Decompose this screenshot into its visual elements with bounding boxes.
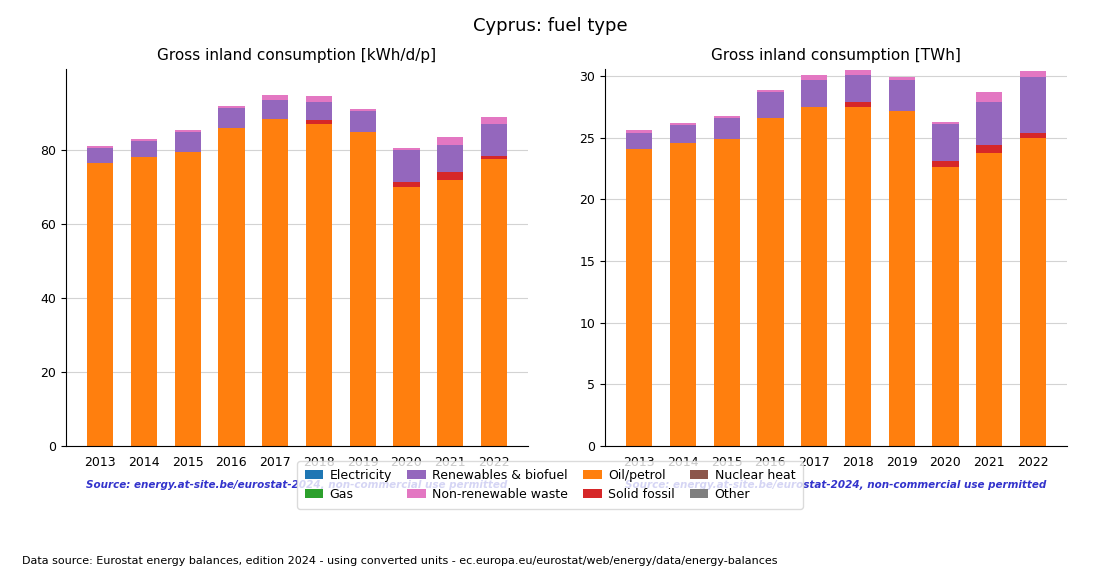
Bar	[933, 168, 958, 446]
Bar	[670, 125, 696, 142]
Bar	[801, 75, 827, 80]
Bar	[1020, 71, 1046, 77]
Bar	[845, 102, 871, 107]
Bar	[175, 152, 200, 446]
Bar	[437, 180, 463, 446]
Bar	[175, 132, 200, 152]
Bar	[757, 92, 783, 118]
Bar	[262, 94, 288, 100]
Text: Cyprus: fuel type: Cyprus: fuel type	[473, 17, 627, 35]
Bar	[1020, 133, 1046, 138]
Bar	[670, 142, 696, 446]
Bar	[218, 106, 244, 108]
Bar	[626, 149, 652, 446]
Bar	[131, 157, 157, 446]
Bar	[845, 107, 871, 446]
Bar	[757, 90, 783, 92]
Bar	[889, 110, 915, 446]
Text: Source: energy.at-site.be/eurostat-2024, non-commercial use permitted: Source: energy.at-site.be/eurostat-2024,…	[87, 480, 507, 490]
Title: Gross inland consumption [kWh/d/p]: Gross inland consumption [kWh/d/p]	[157, 48, 437, 63]
Bar	[218, 128, 244, 446]
Bar	[350, 132, 376, 446]
Bar	[218, 108, 244, 128]
Bar	[481, 124, 507, 156]
Bar	[976, 153, 1002, 446]
Bar	[481, 160, 507, 446]
Bar	[437, 137, 463, 145]
Bar	[394, 187, 419, 446]
Legend: Electricity, Gas, Renewables & biofuel, Non-renewable waste, Oil/petrol, Solid f: Electricity, Gas, Renewables & biofuel, …	[297, 461, 803, 509]
Bar	[306, 97, 332, 102]
Title: Gross inland consumption [TWh]: Gross inland consumption [TWh]	[711, 48, 961, 63]
Bar	[262, 118, 288, 446]
Bar	[626, 130, 652, 133]
Bar	[845, 70, 871, 75]
Bar	[933, 122, 958, 124]
Bar	[306, 102, 332, 121]
Bar	[175, 130, 200, 132]
Bar	[394, 148, 419, 150]
Bar	[976, 102, 1002, 145]
Bar	[87, 148, 113, 163]
Bar	[801, 107, 827, 446]
Bar	[889, 77, 915, 80]
Bar	[394, 150, 419, 181]
Bar	[262, 100, 288, 118]
Text: Data source: Eurostat energy balances, edition 2024 - using converted units - ec: Data source: Eurostat energy balances, e…	[22, 557, 778, 566]
Bar	[481, 156, 507, 160]
Bar	[670, 123, 696, 125]
Bar	[394, 181, 419, 187]
Bar	[350, 109, 376, 111]
Bar	[845, 75, 871, 102]
Bar	[933, 124, 958, 161]
Bar	[87, 146, 113, 148]
Bar	[714, 116, 739, 118]
Bar	[87, 163, 113, 446]
Bar	[437, 172, 463, 180]
Bar	[437, 145, 463, 172]
Bar	[350, 111, 376, 132]
Bar	[801, 80, 827, 107]
Bar	[131, 139, 157, 141]
Bar	[714, 118, 739, 139]
Bar	[976, 145, 1002, 153]
Bar	[976, 92, 1002, 102]
Text: Source: energy.at-site.be/eurostat-2024, non-commercial use permitted: Source: energy.at-site.be/eurostat-2024,…	[626, 480, 1046, 490]
Bar	[714, 139, 739, 446]
Bar	[131, 141, 157, 157]
Bar	[306, 121, 332, 124]
Bar	[757, 118, 783, 446]
Bar	[626, 133, 652, 149]
Bar	[1020, 77, 1046, 133]
Bar	[481, 117, 507, 124]
Bar	[933, 161, 958, 168]
Bar	[306, 124, 332, 446]
Bar	[889, 80, 915, 110]
Bar	[1020, 138, 1046, 446]
